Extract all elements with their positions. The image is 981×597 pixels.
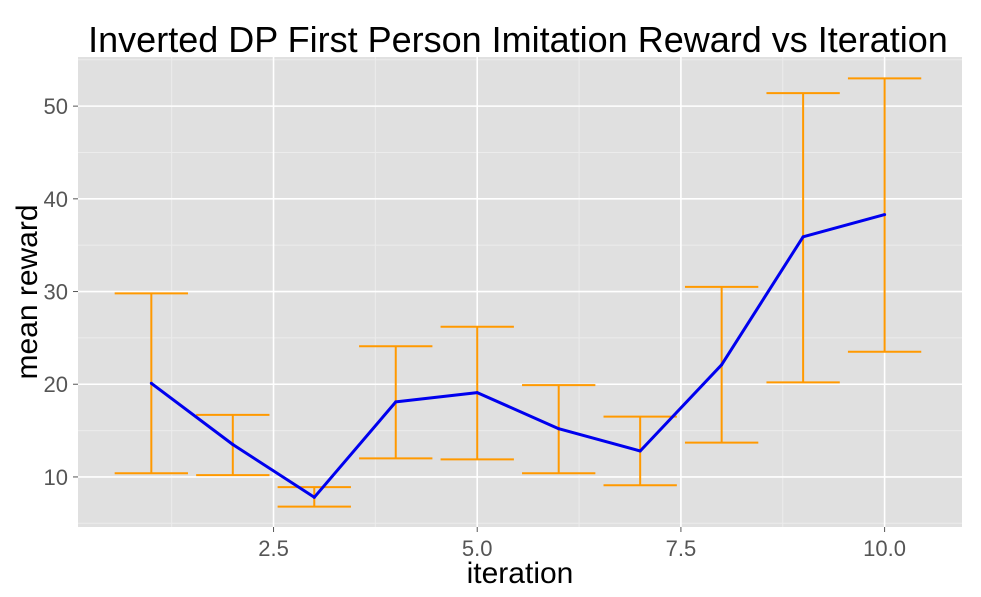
- data-point: [801, 235, 805, 239]
- data-point: [312, 495, 316, 499]
- y-tick-label: 20: [44, 372, 68, 397]
- data-point: [883, 213, 887, 217]
- data-point: [720, 363, 724, 367]
- y-axis-ticks: 10 20 30 40 50: [44, 94, 78, 490]
- y-tick-label: 30: [44, 280, 68, 305]
- series-line-group: [149, 213, 887, 499]
- y-tick-label: 10: [44, 465, 68, 490]
- data-point: [149, 381, 153, 385]
- y-tick-label: 40: [44, 187, 68, 212]
- data-point: [557, 427, 561, 431]
- x-tick-label: 2.5: [258, 536, 289, 561]
- y-axis-title: mean reward: [11, 204, 44, 379]
- data-point: [475, 391, 479, 395]
- x-tick-label: 7.5: [666, 536, 697, 561]
- x-axis-ticks: 2.5 5.0 7.5 10.0: [258, 527, 906, 561]
- x-tick-label: 5.0: [462, 536, 493, 561]
- chart-title: Inverted DP First Person Imitation Rewar…: [88, 19, 948, 60]
- series-line: [150, 213, 885, 499]
- x-tick-label: 10.0: [863, 536, 906, 561]
- y-tick-label: 50: [44, 94, 68, 119]
- x-axis-title: iteration: [467, 557, 574, 590]
- data-point: [394, 400, 398, 404]
- data-point: [638, 449, 642, 453]
- data-point: [231, 442, 235, 446]
